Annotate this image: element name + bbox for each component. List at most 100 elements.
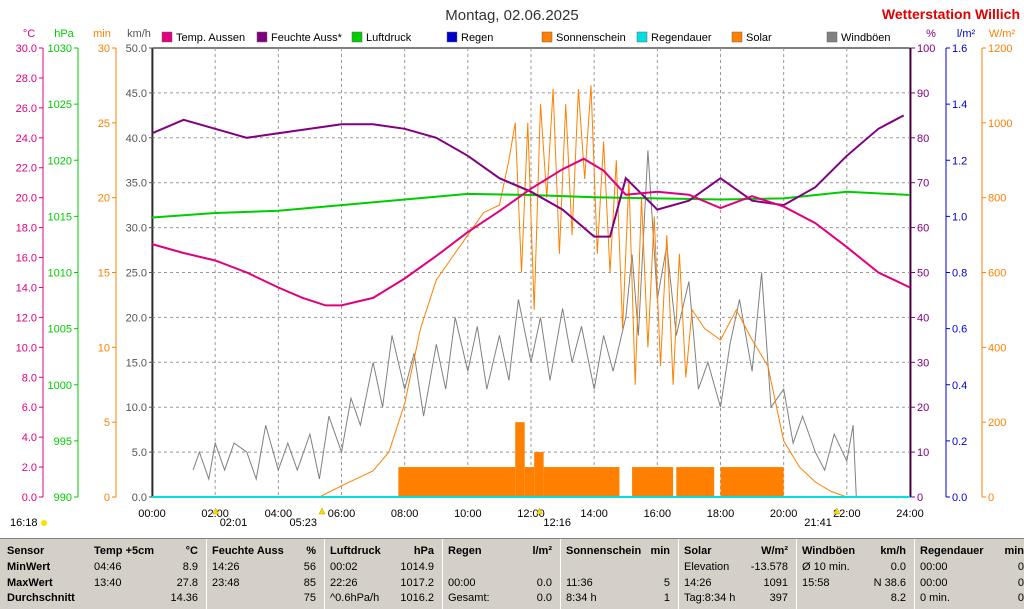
- y-tick-pressure: 1020: [48, 155, 72, 167]
- axis-unit-pressure: hPa: [54, 28, 74, 40]
- x-tick-label: 16:00: [644, 508, 672, 520]
- y-tick-humidity: 40: [917, 312, 929, 324]
- cell-value: 0.0: [536, 577, 552, 589]
- y-tick-sun_min: 25: [98, 118, 110, 130]
- cell-value: 8.9: [182, 561, 198, 573]
- cell-time: 00:00: [448, 577, 476, 589]
- legend-swatch: [446, 31, 458, 43]
- y-tick-pressure: 990: [54, 492, 72, 504]
- cell-time: 00:02: [330, 561, 358, 573]
- cell-value: 85: [303, 577, 316, 589]
- stats-table: Sensor MinWert MaxWert Durchschnitt Temp +5c…: [0, 538, 1024, 609]
- sunshine-bar: [398, 467, 516, 497]
- cell-time: Gesamt:: [448, 592, 490, 604]
- legend-label: Solar: [746, 32, 772, 44]
- cell-time: 22:26: [330, 577, 358, 589]
- y-tick-rain: 1.2: [952, 155, 967, 167]
- legend-swatch: [161, 31, 173, 43]
- y-tick-humidity: 80: [917, 133, 929, 145]
- cell-time: Elevation: [684, 561, 730, 573]
- y-tick-temp: 26.0: [16, 103, 37, 115]
- cell-time: 0 min.: [920, 592, 950, 604]
- x-tick-label: 04:00: [265, 508, 293, 520]
- y-tick-humidity: 10: [917, 447, 929, 459]
- y-tick-sun_min: 30: [98, 43, 110, 55]
- cell-value: 0.0: [536, 592, 552, 604]
- y-tick-wind: 20.0: [126, 312, 147, 324]
- sunshine-bar: [676, 467, 715, 497]
- series-layer: [151, 85, 911, 498]
- legend-swatch: [731, 31, 743, 43]
- y-tick-solar: 1000: [988, 118, 1012, 130]
- table-column: Regendauer min 00:00 0 00:00 0 0 min. 0: [914, 539, 1024, 609]
- sunrise-marker: [318, 507, 326, 515]
- y-tick-temp: 24.0: [16, 133, 37, 145]
- cell-value: 14.36: [170, 592, 198, 604]
- y-tick-rain: 1.0: [952, 211, 967, 223]
- cell-time: 00:00: [920, 561, 948, 573]
- legend-label: Sonnenschein: [556, 32, 626, 44]
- column-unit: W/m²: [761, 545, 788, 557]
- legend-label: Regendauer: [651, 32, 712, 44]
- x-tick-label: 14:00: [580, 508, 608, 520]
- y-tick-solar: 0: [988, 492, 994, 504]
- series-line-tempaussen: [151, 157, 911, 307]
- cell-time: 11:36: [566, 577, 593, 589]
- row-label: MaxWert: [7, 577, 53, 589]
- y-tick-wind: 25.0: [126, 268, 147, 280]
- table-column: Sonnenschein min 11:36 5 8:34 h 1: [560, 539, 679, 609]
- cell-time: Tag:8:34 h: [684, 592, 736, 604]
- axis-unit-wind: km/h: [127, 28, 151, 40]
- axis-unit-rain: l/m²: [957, 28, 976, 40]
- column-unit: %: [306, 545, 316, 557]
- y-tick-temp: 6.0: [22, 402, 37, 414]
- y-tick-rain: 0.4: [952, 380, 967, 392]
- y-tick-temp: 28.0: [16, 73, 37, 85]
- table-column: Luftdruck hPa 00:02 1014.9 22:26 1017.2 ^0.6hP…: [324, 539, 443, 609]
- x-tick-label: 20:00: [770, 508, 798, 520]
- y-tick-sun_min: 0: [104, 492, 110, 504]
- y-tick-humidity: 20: [917, 402, 929, 414]
- y-tick-temp: 12.0: [16, 312, 37, 324]
- noon-marker: [536, 507, 543, 515]
- cell-value: 1: [663, 592, 670, 604]
- cell-value: 56: [303, 561, 316, 573]
- cell-value: 75: [303, 592, 316, 604]
- y-tick-temp: 30.0: [16, 43, 37, 55]
- x-tick-label: 10:00: [454, 508, 482, 520]
- legend-label: Luftdruck: [366, 32, 412, 44]
- y-tick-pressure: 1025: [48, 99, 72, 111]
- sunset-marker: [833, 507, 841, 515]
- y-tick-temp: 16.0: [16, 253, 37, 265]
- table-column: Regen l/m² 00:00 0.0 Gesamt: 0.0: [442, 539, 561, 609]
- table-column: Windböen km/h Ø 10 min. 0.0 15:58 N 38.6 8.2: [796, 539, 915, 609]
- sunshine-bar: [720, 467, 784, 497]
- sunrise-label: 05:23: [289, 517, 317, 529]
- y-tick-wind: 40.0: [126, 133, 147, 145]
- x-tick-label: 18:00: [707, 508, 735, 520]
- column-header: Sonnenschein: [566, 545, 642, 557]
- series-line-windben: [192, 150, 857, 498]
- axis-unit-temp: °C: [23, 28, 35, 40]
- column-header: Regendauer: [920, 545, 984, 557]
- y-tick-wind: 50.0: [126, 43, 147, 55]
- sunshine-bar: [534, 452, 544, 497]
- legend: Temp. Aussen Feuchte Auss* Luftdruck Regen S…: [161, 31, 891, 44]
- y-tick-wind: 5.0: [132, 447, 147, 459]
- noon-label: 12:16: [543, 517, 571, 529]
- cell-time: ^0.6hPa/h: [330, 592, 380, 604]
- column-header: Luftdruck: [330, 545, 381, 557]
- y-tick-solar: 800: [988, 193, 1006, 205]
- y-tick-pressure: 995: [54, 436, 72, 448]
- y-tick-temp: 10.0: [16, 342, 37, 354]
- y-tick-wind: 30.0: [126, 223, 147, 235]
- legend-swatch: [826, 31, 838, 43]
- cell-time: 14:26: [212, 561, 240, 573]
- y-tick-temp: 0.0: [22, 492, 37, 504]
- y-tick-humidity: 60: [917, 223, 929, 235]
- sunshine-bar: [632, 467, 674, 497]
- axis-unit-solar: W/m²: [989, 28, 1016, 40]
- y-tick-humidity: 90: [917, 88, 929, 100]
- column-unit: min: [1004, 545, 1024, 557]
- legend-label: Regen: [461, 32, 493, 44]
